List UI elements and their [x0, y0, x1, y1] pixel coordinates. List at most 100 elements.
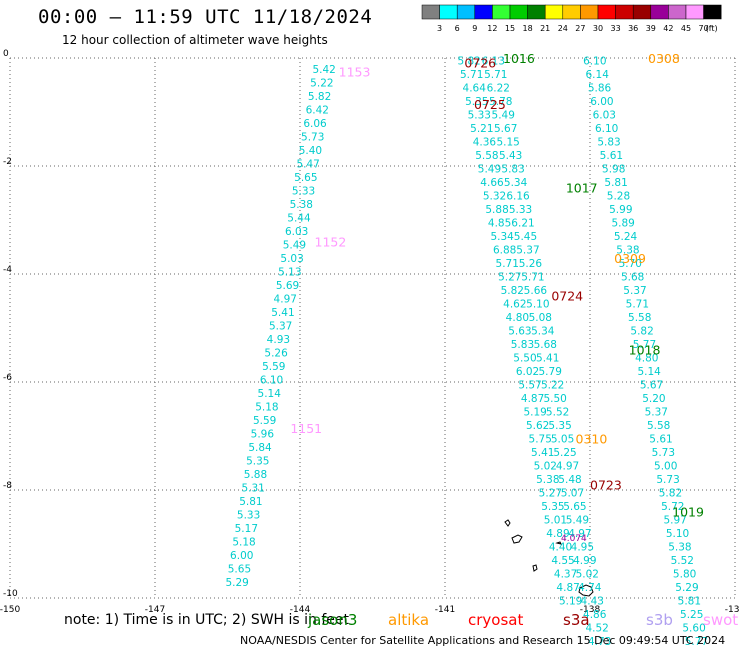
colorbar-swatch — [421, 4, 440, 20]
wave-height-point: 5.63 — [508, 326, 531, 338]
colorbar-unit: (ft) — [706, 24, 718, 33]
wave-height-point: 5.52 — [546, 407, 569, 419]
colorbar-swatch — [474, 4, 493, 20]
island-shape — [511, 534, 523, 544]
pass-labels: 1153 1152 1151 0726 1016 0725 1017 0724 0723 0308… — [290, 51, 704, 544]
wave-height-point: 5.82 — [501, 285, 524, 297]
wave-height-point: 4.55 — [551, 555, 574, 567]
wave-height-point: 5.41 — [531, 447, 554, 459]
pass-time-label: 0310 — [576, 432, 608, 447]
wave-height-point: 5.59 — [262, 361, 285, 373]
wave-height-point: 5.71 — [521, 272, 544, 284]
colorbar-swatch — [632, 4, 652, 20]
wave-height-point: 5.05 — [551, 434, 574, 446]
wave-height-point: 5.49 — [283, 239, 306, 251]
wave-height-point: 5.50 — [543, 393, 566, 405]
wave-height-point: 5.75 — [529, 434, 552, 446]
island-shape — [504, 519, 511, 527]
colorbar-label: 21 — [540, 24, 550, 33]
x-tick-label: -144 — [290, 605, 311, 615]
wave-height-point: 5.72 — [661, 501, 684, 513]
y-tick-label: -10 — [3, 589, 18, 599]
wave-height-point: 4.86 — [583, 609, 607, 621]
wave-height-point: 5.15 — [496, 137, 519, 149]
wave-height-point: 5.49 — [566, 515, 589, 527]
wave-height-point: 5.41 — [271, 307, 294, 319]
wave-height-point: 5.45 — [514, 231, 537, 243]
wave-height-point: 5.69 — [276, 280, 299, 292]
colorbar-swatch — [492, 4, 511, 20]
pass-time-label: 0726 — [464, 55, 496, 70]
wave-height-point: 5.27 — [498, 272, 521, 284]
wave-height-point: 5.59 — [253, 415, 276, 427]
wave-height-point: 5.38 — [536, 474, 559, 486]
colorbar-swatch — [527, 4, 546, 20]
wave-height-point: 5.73 — [301, 131, 324, 143]
wave-height-point: 5.86 — [588, 83, 612, 95]
wave-height-point: 5.07 — [561, 488, 584, 500]
wave-height-point: 5.34 — [531, 326, 555, 338]
pass-time-label: 1153 — [339, 65, 371, 80]
colorbar-label: 6 — [455, 24, 460, 33]
wave-height-point: 5.68 — [534, 339, 557, 351]
wave-height-point: 5.26 — [264, 347, 288, 359]
wave-height-point: 5.20 — [642, 393, 665, 405]
x-tick-label: -135 — [725, 605, 740, 615]
wave-height-point: 5.82 — [630, 326, 653, 338]
wave-height-point: 6.06 — [303, 118, 327, 130]
colorbar-label: 27 — [575, 24, 585, 33]
pass-time-label: 0725 — [474, 97, 506, 112]
colorbar-swatch — [580, 4, 599, 20]
pass-time-label: 1019 — [672, 505, 704, 520]
wave-height-point: 5.81 — [678, 596, 701, 608]
wave-height-point: 5.03 — [280, 253, 303, 265]
colorbar-label: 18 — [523, 24, 533, 33]
wave-height-point: 4.62 — [503, 299, 526, 311]
wave-height-point: 5.38 — [668, 542, 691, 554]
satellite-legend-cryosat: cryosat — [468, 611, 524, 629]
wave-height-point: 5.81 — [604, 177, 627, 189]
y-tick-label: -6 — [3, 373, 12, 383]
page-subtitle: 12 hour collection of altimeter wave hei… — [62, 33, 328, 47]
wave-height-point: 5.38 — [616, 245, 639, 257]
wave-height-point: 5.01 — [544, 515, 567, 527]
wave-height-point: 5.34 — [490, 231, 514, 243]
wave-height-point: 5.60 — [682, 623, 705, 635]
wave-height-point: 4.73 — [588, 636, 611, 648]
wave-height-point: 5.43 — [499, 150, 522, 162]
wave-height-point: 5.27 — [539, 488, 562, 500]
wave-height-point: 5.28 — [607, 191, 630, 203]
wave-height-point: 5.48 — [558, 474, 581, 486]
wave-height-point: 5.81 — [239, 496, 262, 508]
wave-height-point: 5.37 — [623, 285, 646, 297]
wave-height-point: 5.73 — [656, 474, 679, 486]
wave-height-point: 5.02 — [534, 461, 557, 473]
wave-height-point: 5.89 — [611, 218, 634, 230]
colorbar-swatch — [668, 4, 687, 20]
colorbar-label: 33 — [611, 24, 621, 33]
wave-height-point: 5.00 — [654, 461, 677, 473]
wave-height-point: 5.08 — [529, 312, 552, 324]
wave-height-point: 5.37 — [645, 407, 668, 419]
wave-height-point: 4.85 — [488, 218, 511, 230]
wave-height-point: 6.13 — [482, 56, 505, 68]
satellite-legend-altika: altika — [388, 611, 430, 629]
footer-note: note: 1) Time is in UTC; 2) SWH is in fe… — [64, 612, 350, 628]
wave-height-point: 5.21 — [470, 123, 493, 135]
wave-height-point: 5.22 — [310, 77, 333, 89]
satellite-legend-swot: swot — [703, 611, 739, 629]
wave-height-point: 5.65 — [563, 501, 586, 513]
wave-height-point: 5.99 — [609, 204, 632, 216]
wave-height-point: 4.89 — [546, 528, 569, 540]
pass-time-label: 0309 — [614, 251, 646, 266]
wave-height-point: 4.97 — [568, 528, 591, 540]
wave-height-point: 5.77 — [685, 636, 708, 648]
wave-height-point: 4.80 — [506, 312, 529, 324]
wave-height-point: 6.14 — [586, 69, 610, 81]
wave-height-point: 6.10 — [260, 374, 283, 386]
wave-height-point: 5.19 — [523, 407, 546, 419]
wave-height-point: 5.19 — [559, 596, 582, 608]
wave-height-point: 5.10 — [666, 528, 689, 540]
wave-height-point: 5.33 — [237, 509, 260, 521]
wave-height-point: 5.71 — [484, 69, 507, 81]
